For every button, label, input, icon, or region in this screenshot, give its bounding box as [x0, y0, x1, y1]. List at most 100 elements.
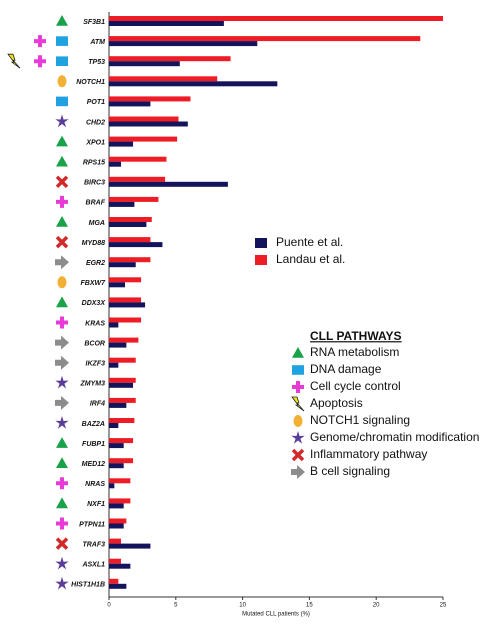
pathway-icon [291, 465, 305, 479]
gene-label: POT1 [87, 99, 105, 106]
arrow-icon [291, 465, 305, 479]
bar [109, 176, 166, 182]
pathway-icon [56, 517, 68, 530]
pathway-icon [56, 36, 68, 46]
arrow-icon [55, 355, 69, 370]
bar [109, 56, 231, 62]
bar [109, 136, 178, 142]
pathway-icon [34, 55, 46, 68]
arrow-icon [55, 395, 69, 410]
pathway-label: Apoptosis [310, 396, 363, 410]
bar [109, 342, 127, 348]
pathway-icon [7, 53, 21, 69]
pathway-label: Genome/chromatin modification [310, 430, 479, 444]
plus-icon [292, 381, 304, 393]
bar [109, 141, 134, 147]
bolt-icon [291, 396, 305, 412]
pathway-icon [55, 255, 69, 270]
bar [109, 543, 151, 549]
bar [109, 337, 139, 343]
circle-icon [57, 276, 67, 289]
bar [109, 402, 127, 408]
gene-label: XPO1 [85, 139, 105, 146]
triangle-icon [56, 497, 68, 509]
pathway-icon [291, 431, 305, 444]
bar [109, 443, 124, 449]
pathway-label: DNA damage [310, 362, 382, 376]
x-tick-label: 10 [239, 603, 246, 609]
bar [109, 518, 127, 524]
pathway-icon [55, 114, 69, 128]
bar [109, 96, 191, 102]
pathway-icon [56, 216, 68, 227]
pathway-icon [56, 497, 68, 509]
pathway-icon [292, 381, 304, 393]
pathway-icon [55, 556, 69, 570]
pathway-icon [57, 75, 67, 88]
gene-label: MYD88 [82, 240, 105, 247]
pathway-label: Cell cycle control [310, 379, 401, 393]
bar [109, 277, 142, 283]
bar [109, 237, 151, 243]
gene-label: PTPN11 [79, 521, 105, 528]
triangle-icon [56, 135, 68, 147]
pathway-icon [56, 316, 68, 329]
bar [109, 156, 167, 162]
bar [109, 101, 151, 107]
pathway-icon [291, 396, 305, 412]
plus-icon [34, 35, 46, 48]
pathway-label: B cell signaling [310, 464, 390, 478]
bar [109, 282, 126, 288]
bar [109, 262, 136, 268]
bar [109, 438, 134, 444]
gene-label: FUBP1 [82, 441, 105, 448]
bar [109, 116, 179, 122]
legend-label: Puente et al. [276, 235, 343, 249]
pathway-icon [56, 296, 68, 308]
pathway-icon [55, 235, 69, 249]
legend-swatch [255, 255, 267, 265]
bar [109, 81, 278, 87]
plus-icon [56, 517, 68, 530]
gene-label: MED12 [82, 461, 105, 468]
triangle-icon [56, 155, 68, 167]
pathway-icon [292, 347, 304, 358]
star-icon [291, 431, 305, 444]
x-tick-label: 25 [440, 603, 447, 609]
x-icon [291, 448, 305, 462]
bar [109, 483, 115, 489]
pathway-icon [55, 375, 69, 389]
gene-label: MGA [89, 220, 105, 227]
legend-label: Landau et al. [276, 252, 345, 266]
bar [109, 76, 218, 82]
bar [109, 297, 142, 303]
bar [109, 423, 119, 428]
plus-icon [34, 55, 46, 68]
pathway-icon [56, 437, 68, 448]
gene-label: BRAF [86, 200, 106, 207]
bar [109, 61, 180, 67]
bar [109, 498, 131, 504]
bar [109, 317, 142, 323]
pathway-icon [34, 35, 46, 48]
square-icon [56, 56, 68, 66]
star-icon [55, 416, 69, 429]
x-icon [55, 235, 69, 249]
gene-label: EGR2 [86, 260, 105, 267]
gene-label: TRAF3 [82, 541, 105, 548]
gene-label: NRAS [85, 481, 105, 488]
gene-label: ATM [89, 39, 105, 46]
gene-label: NOTCH1 [76, 79, 105, 86]
bar [109, 322, 119, 328]
bar [109, 418, 135, 423]
bar [109, 397, 136, 403]
x-icon [55, 537, 69, 550]
pathway-icon [55, 335, 69, 350]
bar [109, 201, 135, 207]
star-icon [55, 576, 69, 590]
star-icon [55, 114, 69, 128]
pathway-icon [55, 537, 69, 550]
bar [109, 196, 159, 202]
bar [109, 563, 131, 569]
